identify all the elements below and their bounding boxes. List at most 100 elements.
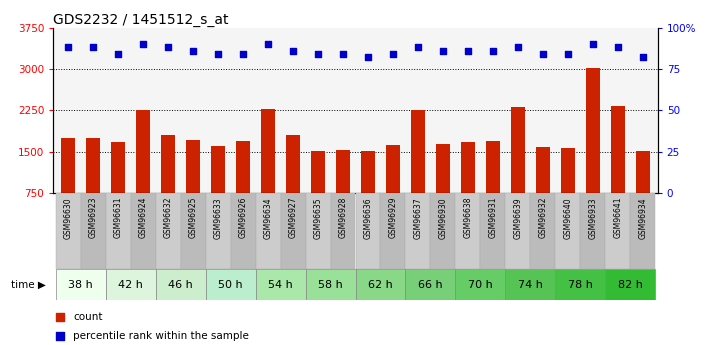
Bar [530,193,555,269]
Text: GSM96632: GSM96632 [164,197,173,238]
Bar [281,193,306,269]
Text: GSM96633: GSM96633 [213,197,223,239]
Point [387,51,399,57]
Point [290,102,301,108]
Text: 38 h: 38 h [68,280,93,289]
Bar [81,193,106,269]
Point [237,51,249,57]
Bar [112,142,125,235]
Point [363,55,374,60]
Text: percentile rank within the sample: percentile rank within the sample [73,332,249,341]
Bar [506,269,555,300]
Bar [430,193,455,269]
Bar [336,150,350,235]
Text: count: count [73,313,102,322]
Text: GSM96634: GSM96634 [264,197,272,239]
Bar [580,193,605,269]
Text: GSM96932: GSM96932 [538,197,547,238]
Bar [455,193,481,269]
Bar [605,269,655,300]
Bar [205,269,256,300]
Point [163,45,174,50]
Bar [236,141,250,235]
Text: GSM96630: GSM96630 [64,197,73,239]
Bar [311,151,325,235]
Bar [306,269,356,300]
Point [287,48,299,53]
Bar [156,269,205,300]
Bar [405,269,455,300]
Bar [481,193,506,269]
Bar [356,193,380,269]
Point [213,51,224,57]
Bar [555,193,580,269]
Point [290,275,301,280]
Bar [137,110,150,235]
Text: 82 h: 82 h [618,280,643,289]
Point [512,45,523,50]
Text: GSM96924: GSM96924 [139,197,148,238]
Bar [205,193,230,269]
Bar [486,141,500,235]
Bar [586,68,599,235]
Bar [56,269,106,300]
Bar [256,193,281,269]
Text: GDS2232 / 1451512_s_at: GDS2232 / 1451512_s_at [53,12,229,27]
Text: 78 h: 78 h [568,280,593,289]
Bar [256,269,306,300]
Text: GSM96639: GSM96639 [513,197,523,239]
Bar [561,148,574,235]
Bar [87,138,100,235]
Point [612,45,624,50]
Text: GSM96635: GSM96635 [314,197,323,239]
Point [312,51,324,57]
Bar [405,193,430,269]
Text: GSM96926: GSM96926 [239,197,247,238]
Bar [56,193,81,269]
Bar [536,147,550,235]
Bar [361,151,375,235]
Bar [106,269,156,300]
Bar [186,140,200,235]
Text: GSM96931: GSM96931 [488,197,498,238]
Text: 54 h: 54 h [268,280,293,289]
Text: GSM96929: GSM96929 [388,197,397,238]
Point [587,41,599,47]
Point [562,51,574,57]
Bar [411,110,424,235]
Point [337,51,348,57]
Bar [636,151,650,235]
Point [112,51,124,57]
Bar [611,106,624,235]
Bar [261,109,275,235]
Bar [555,269,605,300]
Point [487,48,498,53]
Text: 58 h: 58 h [318,280,343,289]
Bar [211,146,225,235]
Text: GSM96636: GSM96636 [363,197,373,239]
Text: GSM96923: GSM96923 [89,197,98,238]
Bar [380,193,405,269]
Bar [455,269,506,300]
Bar [306,193,331,269]
Bar [461,142,475,235]
Text: GSM96638: GSM96638 [464,197,472,238]
Text: GSM96631: GSM96631 [114,197,123,238]
Bar [605,193,630,269]
Text: 46 h: 46 h [169,280,193,289]
Text: GSM96934: GSM96934 [638,197,647,239]
Text: 50 h: 50 h [218,280,243,289]
Text: 42 h: 42 h [118,280,143,289]
Point [63,45,74,50]
Bar [156,193,181,269]
Point [188,48,199,53]
Text: GSM96925: GSM96925 [188,197,198,238]
Text: GSM96641: GSM96641 [613,197,622,238]
Bar [230,193,256,269]
Point [437,48,449,53]
Bar [181,193,205,269]
Bar [61,138,75,235]
Bar [436,144,450,235]
Point [537,51,548,57]
Point [87,45,99,50]
